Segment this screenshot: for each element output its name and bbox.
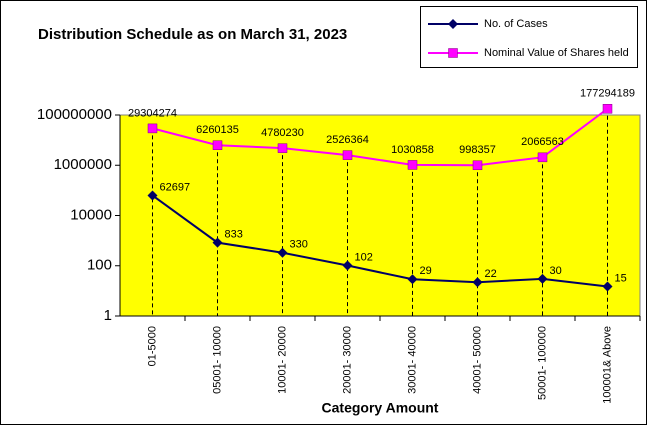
x-tick-label: 40001- 50000 <box>471 326 483 394</box>
marker <box>147 190 158 201</box>
data-label: 6260135 <box>196 124 239 136</box>
x-tick-label: 50001- 100000 <box>536 326 548 400</box>
x-tick-label: 30001- 40000 <box>406 326 418 394</box>
marker <box>147 123 158 134</box>
data-label: 62697 <box>160 181 191 193</box>
y-tick-label: 100 <box>87 257 112 274</box>
marker <box>602 281 613 292</box>
data-label: 102 <box>355 251 373 263</box>
y-tick-label: 1 <box>104 307 112 324</box>
x-tick-label: 05001- 10000 <box>211 326 223 394</box>
x-axis-label: Category Amount <box>322 400 439 416</box>
legend-label: No. of Cases <box>484 18 548 30</box>
y-tick-label: 1000000 <box>54 156 112 173</box>
marker <box>448 48 458 58</box>
data-label: 4780230 <box>261 127 304 139</box>
series-line <box>151 194 608 288</box>
marker <box>472 160 483 171</box>
data-label: 29 <box>420 265 432 277</box>
marker <box>407 274 418 285</box>
data-label: 330 <box>290 239 308 251</box>
data-label: 15 <box>615 272 627 284</box>
data-label: 30 <box>550 265 562 277</box>
data-label: 22 <box>485 268 497 280</box>
data-label: 2526364 <box>326 134 369 146</box>
x-tick-label: 20001- 30000 <box>341 326 353 394</box>
chart-title: Distribution Schedule as on March 31, 20… <box>38 26 347 43</box>
data-label: 2066563 <box>521 136 564 148</box>
marker <box>342 260 353 271</box>
y-tick-label: 10000 <box>70 206 112 223</box>
data-label: 998357 <box>459 144 496 156</box>
data-label: 177294189 <box>580 88 635 100</box>
marker <box>342 150 353 160</box>
marker <box>212 140 223 150</box>
y-tick-label: 100000000 <box>37 106 112 123</box>
marker <box>277 247 288 258</box>
series-line <box>152 107 609 167</box>
x-tick-label: 100001& Above <box>601 326 613 404</box>
data-label: 29304274 <box>128 107 177 119</box>
data-label: 833 <box>225 229 243 241</box>
marker <box>212 237 223 248</box>
marker <box>537 152 548 163</box>
marker <box>472 277 483 288</box>
x-tick-label: 01-5000 <box>146 326 158 366</box>
marker <box>277 143 288 153</box>
marker <box>537 273 548 284</box>
marker <box>448 19 458 29</box>
marker <box>602 104 613 114</box>
data-label: 1030858 <box>391 144 434 156</box>
marker <box>407 160 418 170</box>
legend-label: Nominal Value of Shares held <box>484 47 629 59</box>
x-tick-label: 10001- 20000 <box>276 326 288 394</box>
